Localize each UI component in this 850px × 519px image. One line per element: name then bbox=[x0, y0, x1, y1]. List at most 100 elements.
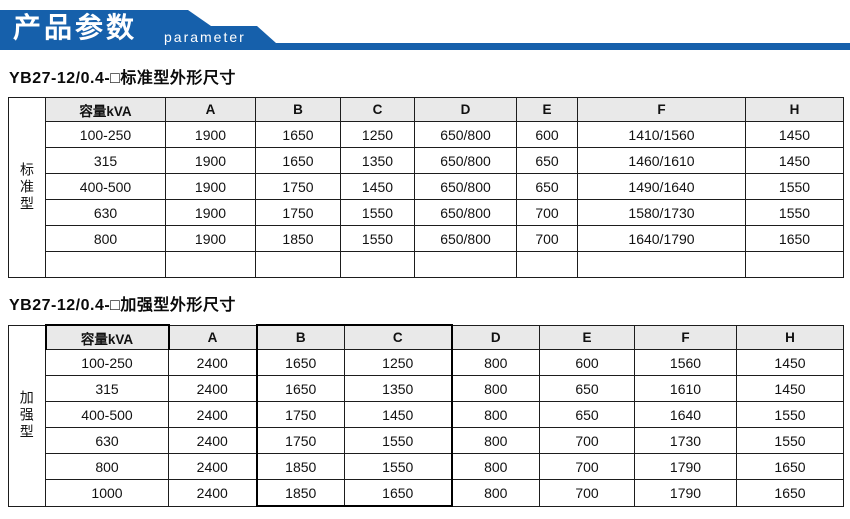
standard-table-title: YB27-12/0.4-□标准型外形尺寸 bbox=[9, 70, 236, 87]
table-row: 800 2400 1850 1550 800 700 1790 1650 bbox=[9, 453, 844, 480]
data-cell: 650/800 bbox=[414, 199, 517, 226]
data-cell: 1640/1790 bbox=[577, 225, 746, 252]
data-cell: 1900 bbox=[165, 121, 256, 148]
column-header: H bbox=[736, 324, 844, 350]
section-banner: 产品参数 parameter bbox=[0, 0, 850, 60]
data-cell: 1550 bbox=[745, 199, 844, 226]
column-header: F bbox=[577, 97, 746, 122]
data-cell: 1730 bbox=[634, 427, 737, 454]
data-cell: 2400 bbox=[168, 375, 257, 402]
data-cell: 800 bbox=[45, 225, 166, 252]
data-cell: 1550 bbox=[344, 453, 453, 480]
data-cell: 650/800 bbox=[414, 225, 517, 252]
data-cell: 1650 bbox=[255, 147, 341, 174]
data-cell: 315 bbox=[45, 147, 166, 174]
data-cell: 400-500 bbox=[45, 401, 169, 428]
data-cell: 1450 bbox=[745, 121, 844, 148]
data-cell: 650/800 bbox=[414, 121, 517, 148]
data-cell: 600 bbox=[539, 349, 635, 376]
data-cell bbox=[745, 251, 844, 278]
data-cell: 800 bbox=[451, 453, 540, 480]
data-cell: 1580/1730 bbox=[577, 199, 746, 226]
data-cell: 650 bbox=[539, 401, 635, 428]
table-row: 315 1900 1650 1350 650/800 650 1460/1610 1450 bbox=[9, 147, 844, 174]
data-cell: 1350 bbox=[344, 375, 453, 402]
data-cell: 1650 bbox=[736, 479, 844, 507]
data-cell: 1650 bbox=[745, 225, 844, 252]
column-header: B bbox=[255, 324, 345, 350]
column-header: H bbox=[745, 97, 844, 122]
banner-subtitle: parameter bbox=[164, 29, 246, 45]
column-header: 容量kVA bbox=[44, 324, 170, 350]
data-cell: 1650 bbox=[344, 479, 453, 507]
data-cell: 1450 bbox=[340, 173, 415, 200]
column-header: C bbox=[340, 97, 415, 122]
data-cell: 1410/1560 bbox=[577, 121, 746, 148]
data-cell: 1450 bbox=[736, 349, 844, 376]
data-cell: 1750 bbox=[255, 427, 345, 454]
data-cell: 650/800 bbox=[414, 173, 517, 200]
table-row: 400-500 1900 1750 1450 650/800 650 1490/1640 15… bbox=[9, 173, 844, 200]
data-cell: 800 bbox=[451, 479, 540, 507]
data-cell: 700 bbox=[539, 453, 635, 480]
table-row: 630 1900 1750 1550 650/800 700 1580/1730 1550 bbox=[9, 199, 844, 226]
table-row: 100-250 2400 1650 1250 800 600 1560 1450 bbox=[9, 349, 844, 376]
standard-type-table: 标准型 容量kVA A B C D E F H 100-250 1900 1650 1250 650/80… bbox=[8, 97, 844, 278]
data-cell: 700 bbox=[516, 199, 578, 226]
side-label: 加强型 bbox=[8, 324, 46, 507]
data-cell: 1790 bbox=[634, 479, 737, 507]
column-header: B bbox=[255, 97, 341, 122]
data-cell: 1900 bbox=[165, 199, 256, 226]
data-cell: 630 bbox=[45, 199, 166, 226]
data-cell: 2400 bbox=[168, 479, 257, 507]
data-cell bbox=[45, 251, 166, 278]
data-cell: 1850 bbox=[255, 453, 345, 480]
data-cell: 1550 bbox=[736, 401, 844, 428]
data-cell: 1850 bbox=[255, 479, 345, 507]
data-cell bbox=[255, 251, 341, 278]
banner-ribbon-shape bbox=[0, 10, 850, 50]
data-cell: 630 bbox=[45, 427, 169, 454]
data-cell: 800 bbox=[451, 375, 540, 402]
data-cell: 1550 bbox=[340, 225, 415, 252]
data-cell: 100-250 bbox=[45, 349, 169, 376]
data-cell: 1000 bbox=[45, 479, 169, 507]
column-header: D bbox=[414, 97, 517, 122]
data-cell: 800 bbox=[451, 349, 540, 376]
side-label: 标准型 bbox=[8, 97, 46, 278]
data-cell: 1350 bbox=[340, 147, 415, 174]
data-cell: 2400 bbox=[168, 349, 257, 376]
table-row: 630 2400 1750 1550 800 700 1730 1550 bbox=[9, 427, 844, 454]
data-cell: 1610 bbox=[634, 375, 737, 402]
data-cell: 700 bbox=[539, 479, 635, 507]
table-row: 1000 2400 1850 1650 800 700 1790 1650 bbox=[9, 479, 844, 507]
data-cell: 700 bbox=[516, 225, 578, 252]
data-cell: 1790 bbox=[634, 453, 737, 480]
data-cell: 1750 bbox=[255, 401, 345, 428]
table-row: 400-500 2400 1750 1450 800 650 1640 1550 bbox=[9, 401, 844, 428]
column-header: A bbox=[168, 324, 257, 350]
data-cell: 1550 bbox=[736, 427, 844, 454]
data-cell: 1650 bbox=[255, 349, 345, 376]
data-cell: 1550 bbox=[340, 199, 415, 226]
data-cell: 1490/1640 bbox=[577, 173, 746, 200]
data-cell: 700 bbox=[539, 427, 635, 454]
data-cell: 1900 bbox=[165, 225, 256, 252]
data-cell: 1450 bbox=[344, 401, 453, 428]
data-cell: 1450 bbox=[736, 375, 844, 402]
data-cell: 650/800 bbox=[414, 147, 517, 174]
data-cell bbox=[516, 251, 578, 278]
data-cell: 650 bbox=[516, 173, 578, 200]
column-header: C bbox=[344, 324, 453, 350]
data-cell: 1250 bbox=[340, 121, 415, 148]
column-header: E bbox=[516, 97, 578, 122]
table-row bbox=[9, 251, 844, 278]
data-cell: 800 bbox=[451, 427, 540, 454]
data-cell bbox=[414, 251, 517, 278]
column-header: F bbox=[634, 324, 737, 350]
data-cell: 1900 bbox=[165, 147, 256, 174]
data-cell: 800 bbox=[45, 453, 169, 480]
data-cell: 1450 bbox=[745, 147, 844, 174]
banner-title: 产品参数 bbox=[13, 12, 138, 43]
data-cell: 1650 bbox=[255, 121, 341, 148]
